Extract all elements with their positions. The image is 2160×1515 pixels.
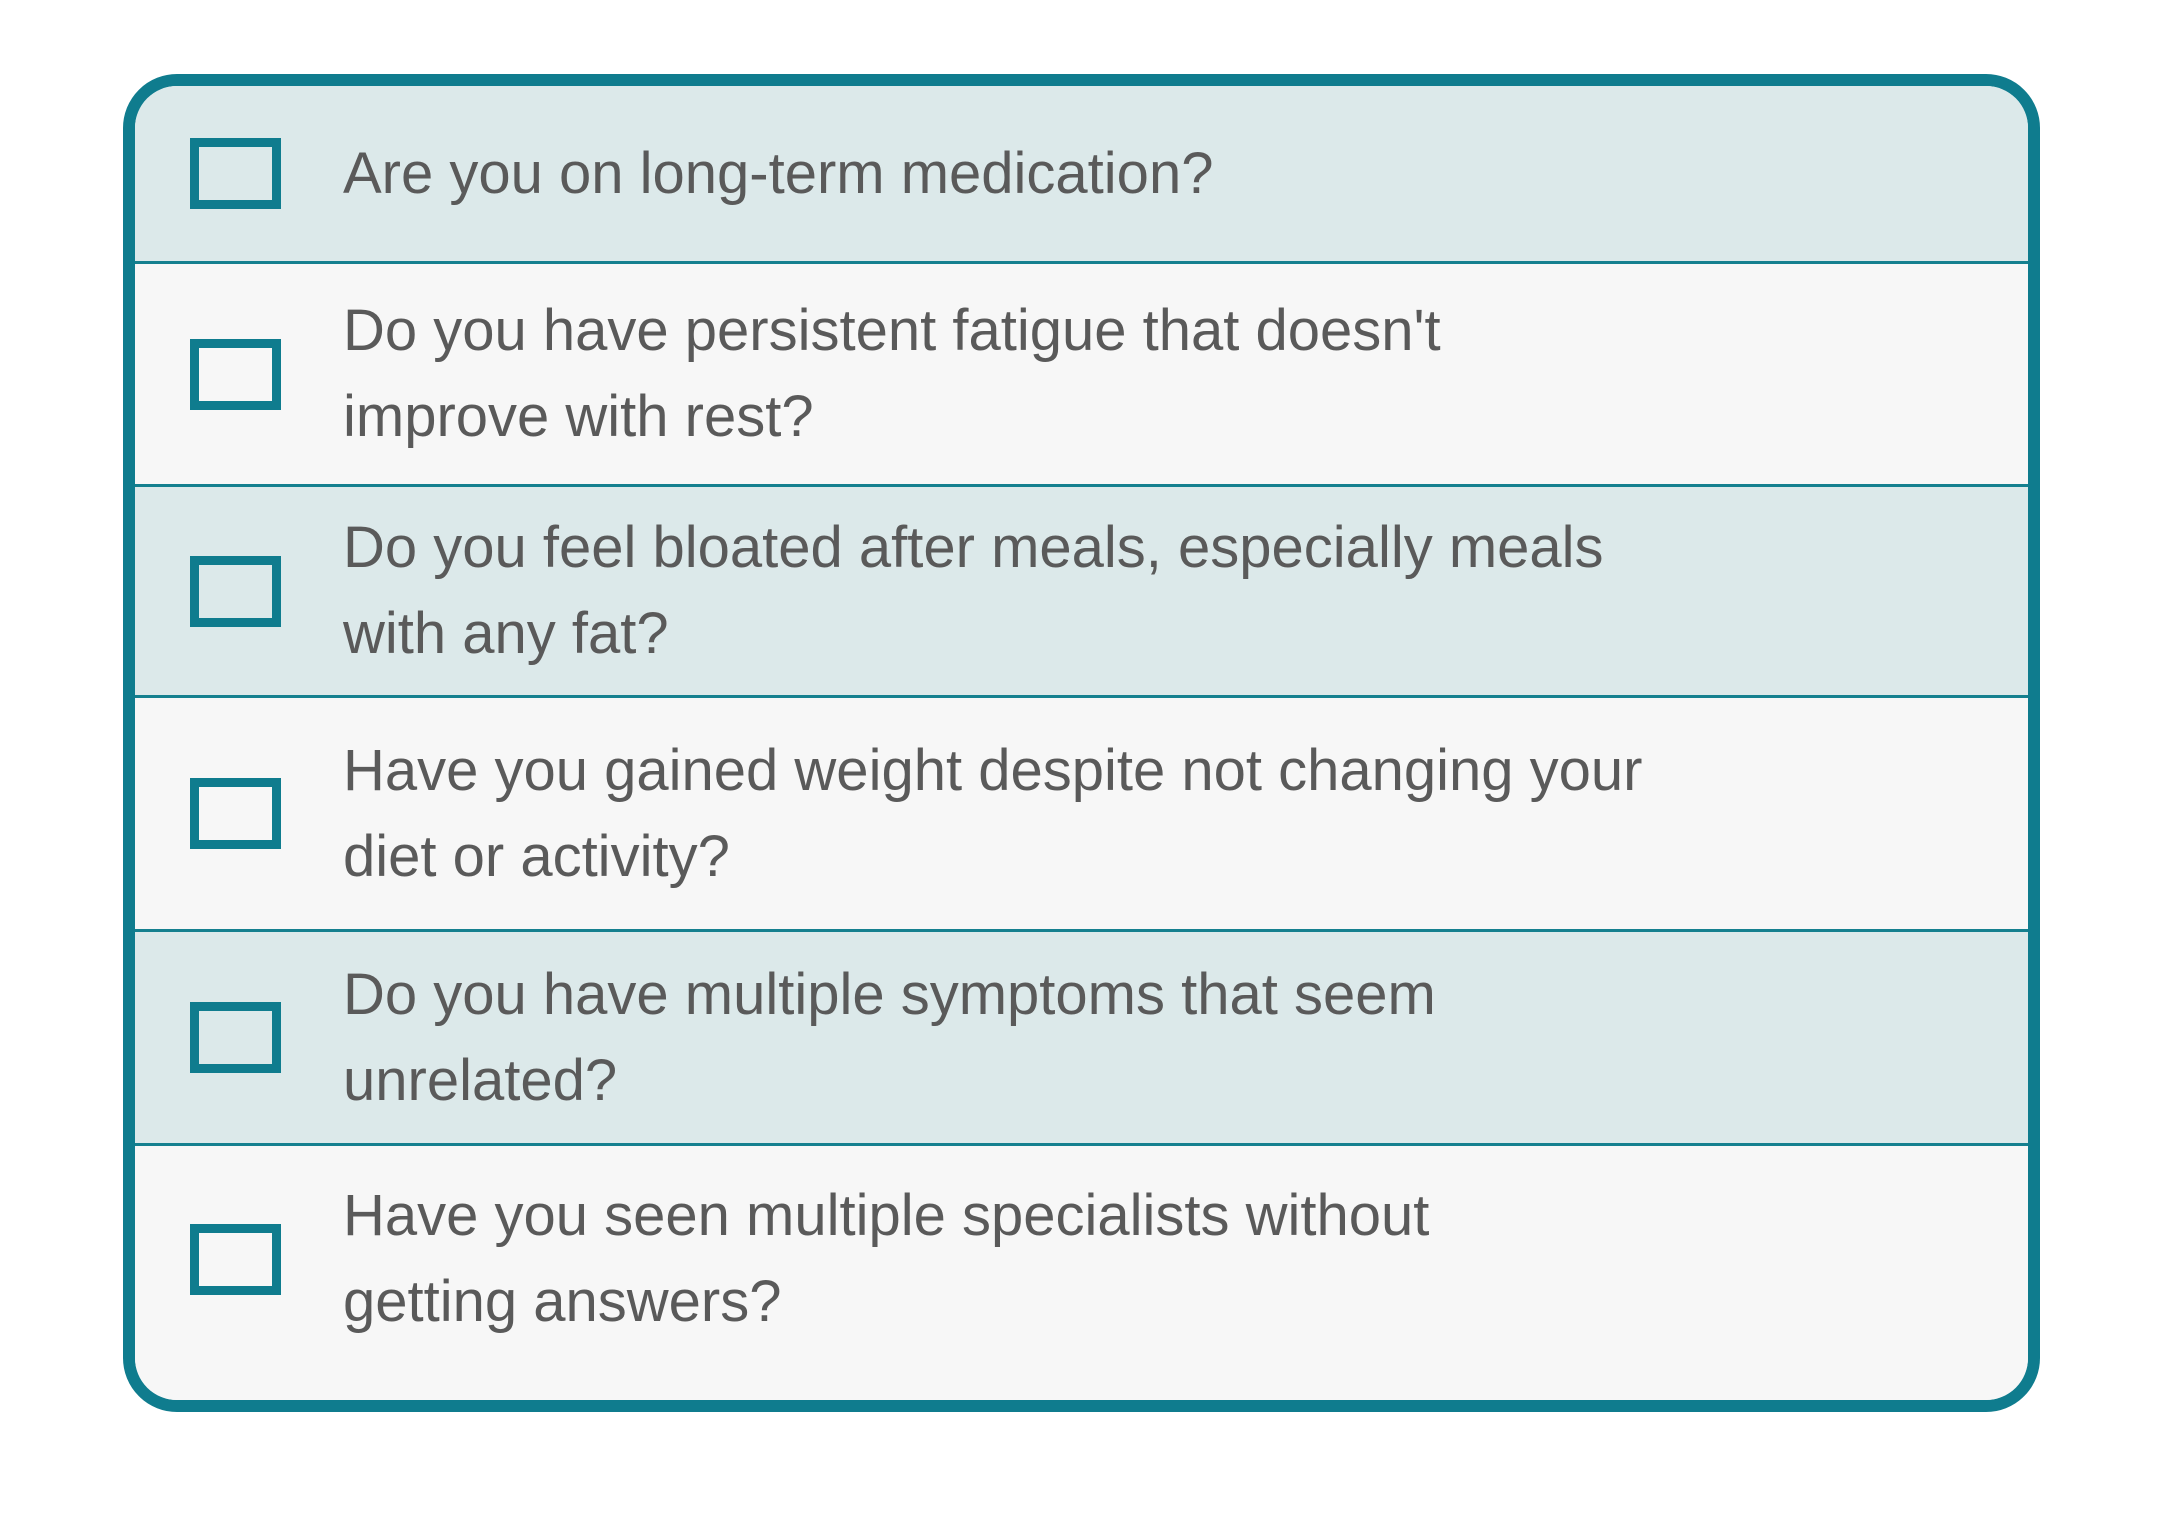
checklist-question: Do you feel bloated after meals, especia… — [343, 515, 1604, 666]
checklist-question: Have you seen multiple specialists witho… — [343, 1183, 1430, 1334]
checkbox-unchecked[interactable] — [190, 1223, 281, 1295]
checklist-row: Have you gained weight despite not chang… — [135, 695, 2028, 929]
symptom-checklist-card: Are you on long-term medication? Do you … — [123, 74, 2040, 1412]
checklist-question: Have you gained weight despite not chang… — [343, 737, 1643, 889]
checklist-question: Do you have persistent fatigue that does… — [343, 298, 1441, 449]
checklist-question: Do you have multiple symptoms that seem … — [343, 961, 1436, 1113]
checklist-row: Do you feel bloated after meals, especia… — [135, 484, 2028, 695]
checklist-row: Do you have persistent fatigue that does… — [135, 261, 2028, 484]
checkbox-unchecked[interactable] — [190, 778, 281, 849]
checkbox-unchecked[interactable] — [190, 555, 281, 627]
checklist-row: Have you seen multiple specialists witho… — [135, 1143, 2028, 1400]
checkbox-unchecked[interactable] — [190, 138, 281, 209]
checklist-row: Are you on long-term medication? — [135, 86, 2028, 261]
checkbox-unchecked[interactable] — [190, 338, 281, 410]
checklist-row: Do you have multiple symptoms that seem … — [135, 929, 2028, 1143]
checkbox-unchecked[interactable] — [190, 1002, 281, 1073]
checklist-question: Are you on long-term medication? — [343, 140, 1214, 206]
